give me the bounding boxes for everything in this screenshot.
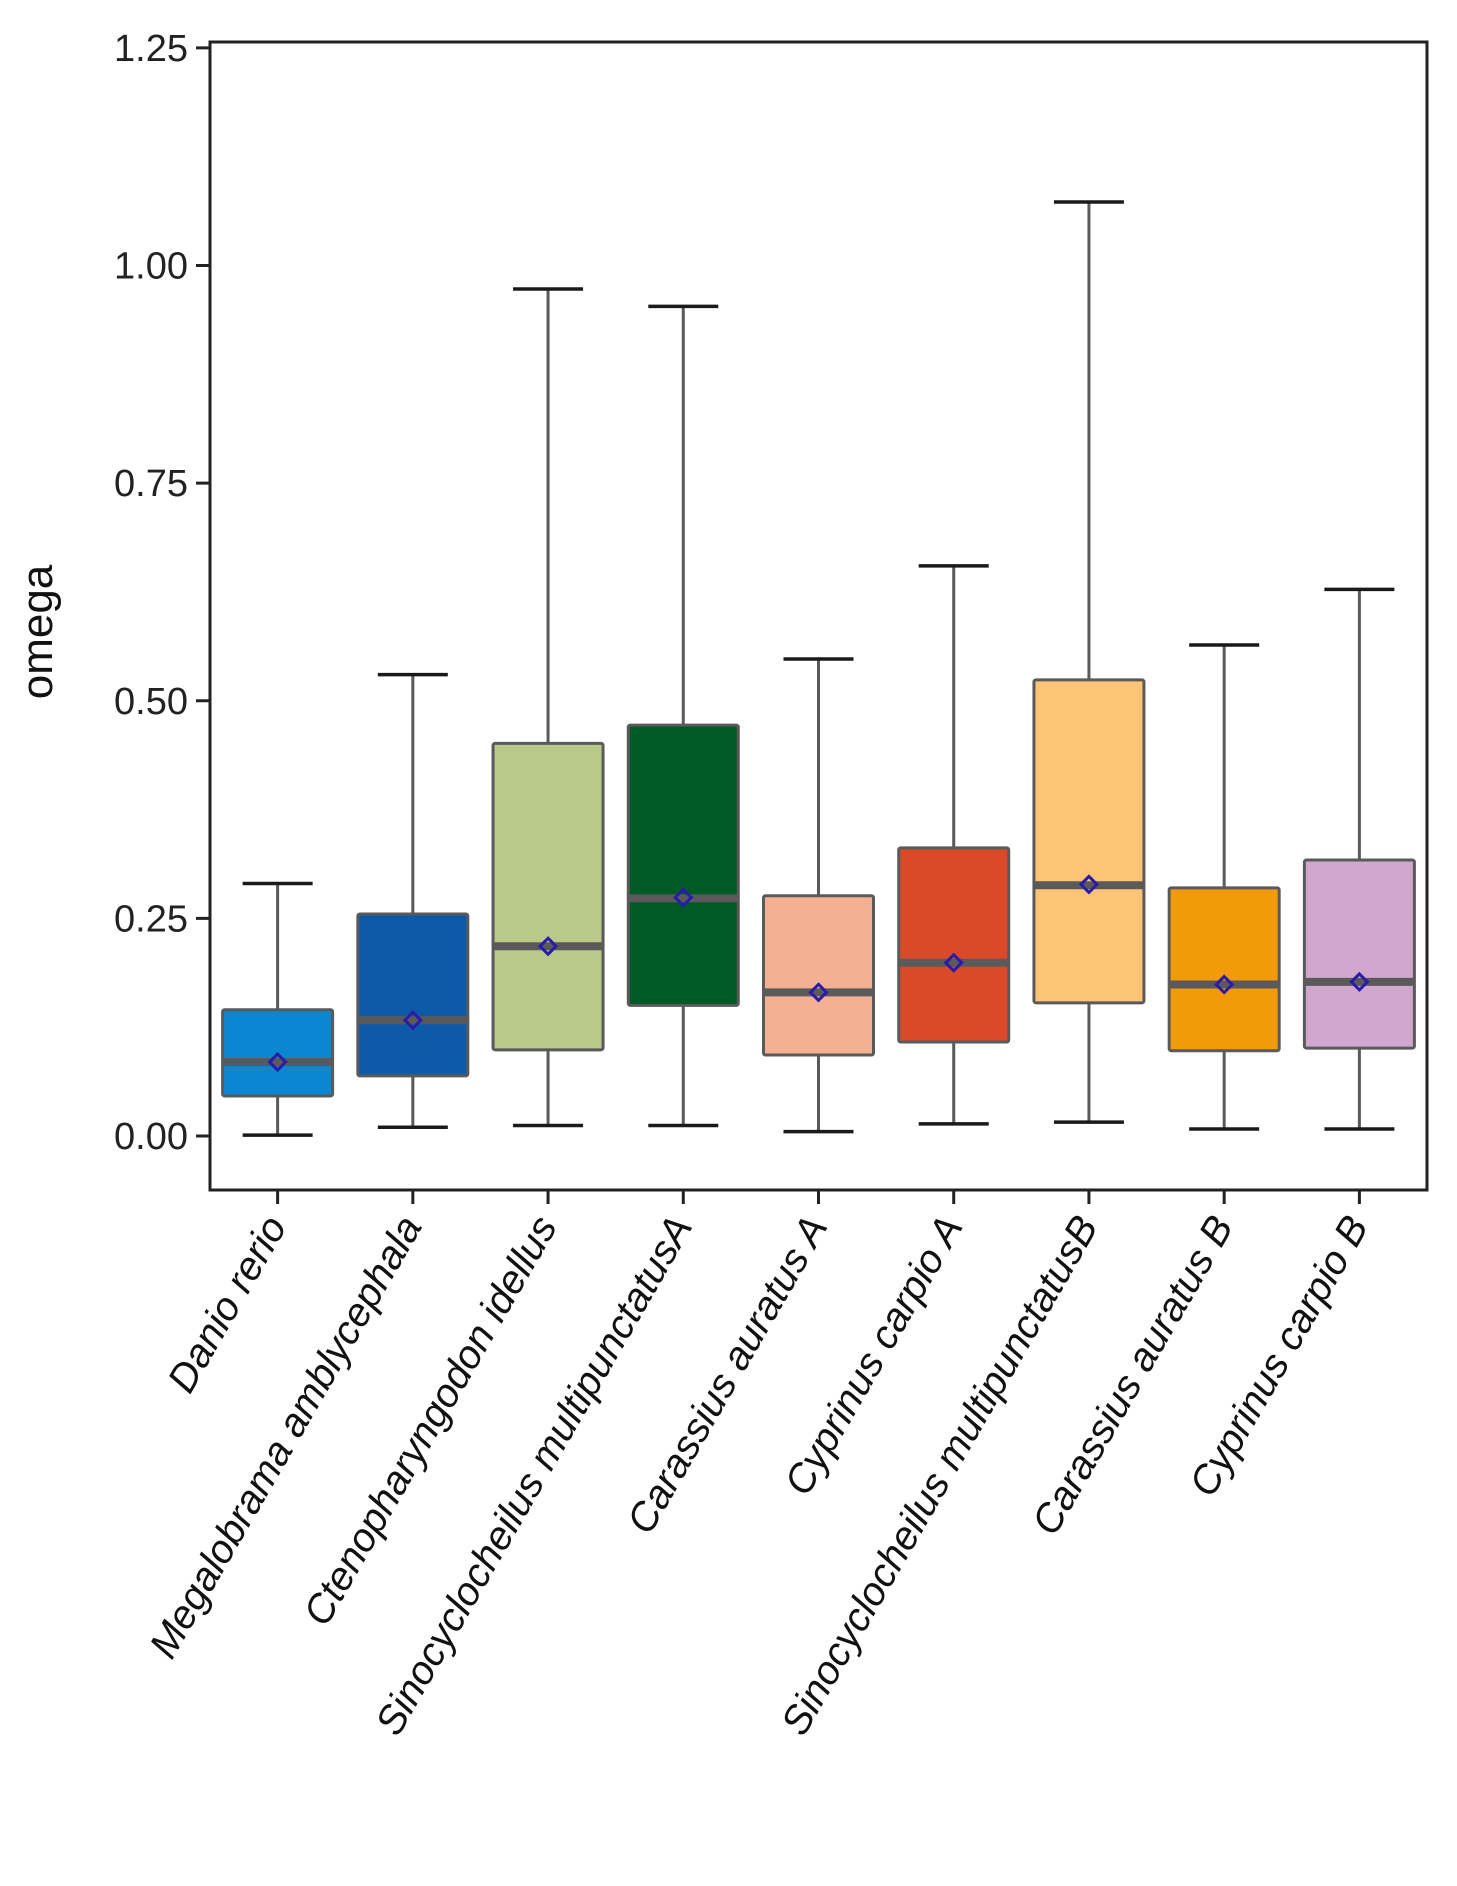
box-iqr	[1302, 858, 1416, 1050]
mean-marker	[402, 1010, 423, 1031]
box-group	[356, 672, 470, 1130]
mean-marker	[673, 887, 694, 908]
y-tick-label: 0.00	[114, 1116, 188, 1158]
box-group	[1302, 587, 1416, 1131]
box-group	[762, 657, 875, 1134]
box-iqr	[1032, 678, 1146, 1005]
x-category-label: Ctenopharyngodon idellus	[295, 1209, 566, 1634]
box-iqr	[762, 894, 875, 1057]
box-iqr	[897, 846, 1011, 1044]
mean-marker	[808, 982, 829, 1003]
box-iqr	[356, 912, 470, 1078]
box-iqr	[1167, 886, 1281, 1053]
mean-marker	[537, 936, 559, 957]
box-group	[626, 304, 740, 1128]
y-tick-label: 0.25	[114, 898, 188, 940]
mean-marker	[267, 1051, 288, 1073]
y-axis-title: omega	[13, 564, 62, 699]
x-category-label: Megalobrama amblycephala	[141, 1209, 430, 1666]
box-iqr	[491, 741, 605, 1052]
box-iqr	[626, 723, 740, 1007]
y-tick-label: 0.75	[114, 463, 188, 505]
x-category-label: Danio rerio	[159, 1209, 295, 1400]
box-group	[1032, 200, 1146, 1124]
box-group	[221, 881, 335, 1137]
box-group	[491, 287, 605, 1128]
box-group	[1167, 643, 1281, 1131]
mean-marker	[943, 952, 964, 973]
mean-marker	[1078, 874, 1100, 895]
y-tick-label: 1.25	[114, 28, 188, 70]
y-tick-label: 0.50	[114, 681, 188, 723]
box-group	[897, 564, 1011, 1126]
y-tick-label: 1.00	[114, 246, 188, 288]
mean-marker	[1349, 971, 1370, 993]
mean-marker	[1214, 974, 1235, 995]
